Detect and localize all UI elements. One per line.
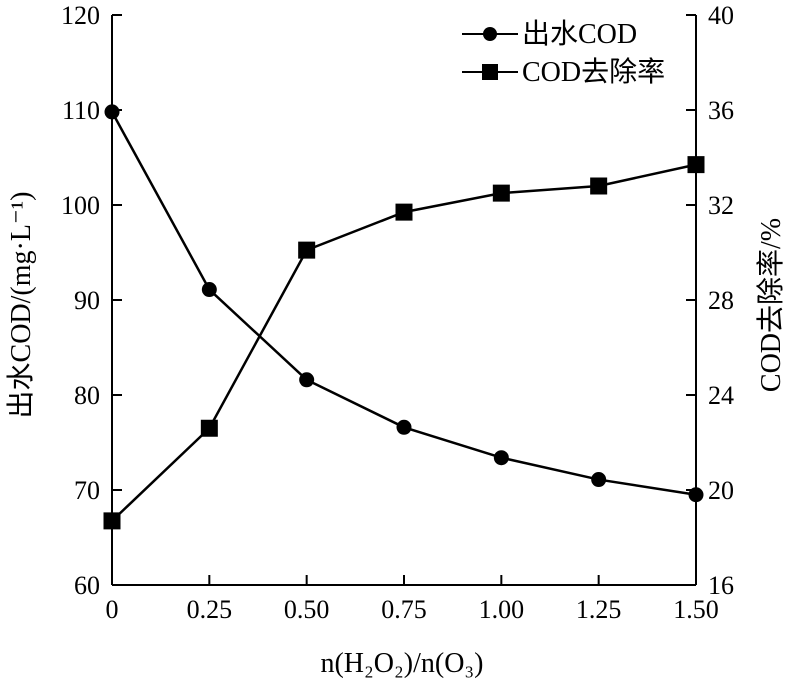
point-square [103,512,121,530]
right-y-ticks: 16 20 24 28 32 36 40 [686,1,734,600]
legend-label-effluent-cod: 出水COD [522,18,637,50]
point-square [298,241,316,259]
left-y-tick-label: 80 [74,381,100,410]
left-y-tick-label: 110 [62,96,100,125]
point-square [590,177,608,195]
right-y-tick-label: 32 [708,191,734,220]
x-tick-label: 1.25 [576,595,622,624]
left-y-tick-label: 120 [61,1,100,30]
left-y-tick-label: 90 [74,286,100,315]
point-square [687,156,705,174]
point-square [492,184,510,202]
x-axis-title: n(H₂O₂)/n(O₃) [320,648,483,679]
point-circle [688,487,704,503]
x-ticks: 0 0.25 0.50 0.75 1.00 1.25 1.50 [106,575,719,624]
x-tick-label: 0.75 [381,595,427,624]
point-circle [493,450,509,466]
point-circle [201,282,217,298]
right-y-tick-label: 28 [708,286,734,315]
x-tick-label: 1.50 [673,595,719,624]
legend: 出水COD COD去除率 [462,18,665,88]
right-y-tick-label: 40 [708,1,734,30]
left-y-tick-label: 100 [61,191,100,220]
right-y-tick-label: 20 [708,476,734,505]
right-y-axis-title: COD去除率/% [755,218,787,392]
axes [111,15,697,586]
right-y-tick-label: 16 [708,571,734,600]
point-circle [104,104,120,120]
left-y-tick-label: 60 [74,571,100,600]
point-circle [396,419,412,435]
point-square [395,203,413,221]
left-y-axis-title: 出水COD/(mg·L⁻¹) [5,192,37,419]
legend-square-marker [482,64,498,80]
right-y-tick-label: 24 [708,381,734,410]
point-circle [299,372,315,388]
legend-label-cod-removal: COD去除率 [522,56,665,88]
legend-circle-marker [483,27,497,41]
right-y-tick-label: 36 [708,96,734,125]
point-square [200,419,218,437]
x-tick-label: 0 [106,595,119,624]
x-tick-label: 1.00 [479,595,525,624]
legend-item-effluent-cod: 出水COD [462,18,637,50]
x-tick-label: 0.25 [187,595,233,624]
series-layer [103,104,705,530]
legend-item-cod-removal: COD去除率 [462,56,665,88]
x-tick-label: 0.50 [284,595,330,624]
left-y-tick-label: 70 [74,476,100,505]
point-circle [591,472,607,488]
left-y-ticks: 60 70 80 90 100 110 120 [61,1,122,600]
